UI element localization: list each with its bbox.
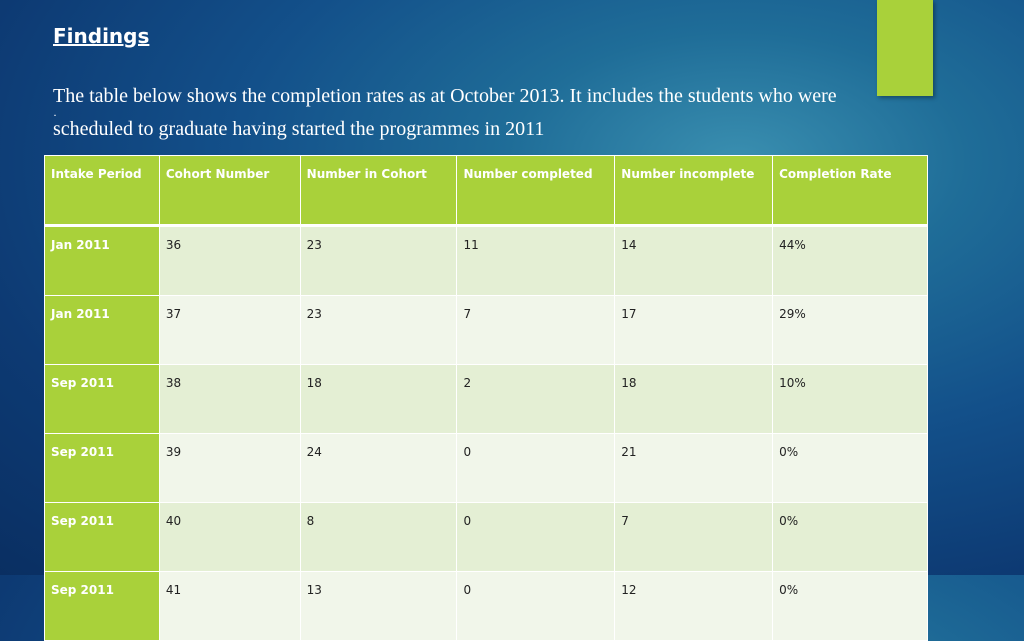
cell-intake-period: Sep 2011 xyxy=(44,433,160,503)
cell-number-in-cohort: 23 xyxy=(299,295,458,365)
cell-intake-period: Sep 2011 xyxy=(44,364,160,434)
cell-cohort-number: 41 xyxy=(158,571,301,641)
cell-number-incomplete: 17 xyxy=(614,295,774,365)
bullet-mark: · xyxy=(53,108,57,122)
table-row: Jan 2011 37 23 7 17 29% xyxy=(44,295,928,365)
header-completion-rate: Completion Rate xyxy=(772,155,928,227)
table-header-row: Intake Period Cohort Number Number in Co… xyxy=(44,155,928,227)
cell-number-incomplete: 21 xyxy=(614,433,774,503)
cell-cohort-number: 37 xyxy=(158,295,301,365)
cell-number-in-cohort: 24 xyxy=(299,433,458,503)
cell-number-completed: 2 xyxy=(456,364,616,434)
cell-completion-rate: 0% xyxy=(772,433,928,503)
slide-title: Findings xyxy=(53,24,150,48)
cell-intake-period: Jan 2011 xyxy=(44,225,160,296)
table-row: Sep 2011 38 18 2 18 10% xyxy=(44,364,928,434)
cell-completion-rate: 10% xyxy=(772,364,928,434)
cell-cohort-number: 39 xyxy=(158,433,301,503)
header-cohort-number: Cohort Number xyxy=(158,155,301,227)
table-row: Sep 2011 39 24 0 21 0% xyxy=(44,433,928,503)
body-text-line-1: The table below shows the completion rat… xyxy=(53,85,837,107)
cell-number-completed: 0 xyxy=(456,433,616,503)
cell-number-in-cohort: 18 xyxy=(299,364,458,434)
accent-bar xyxy=(877,0,933,96)
cell-number-completed: 7 xyxy=(456,295,616,365)
cell-number-incomplete: 7 xyxy=(614,502,774,572)
table-row: Sep 2011 41 13 0 12 0% xyxy=(44,571,928,641)
header-intake-period: Intake Period xyxy=(44,155,160,227)
cell-number-completed: 11 xyxy=(456,225,616,296)
cell-cohort-number: 38 xyxy=(158,364,301,434)
cell-number-completed: 0 xyxy=(456,502,616,572)
header-number-completed: Number completed xyxy=(456,155,616,227)
cell-number-in-cohort: 23 xyxy=(299,225,458,296)
table-row: Sep 2011 40 8 0 7 0% xyxy=(44,502,928,572)
cell-completion-rate: 0% xyxy=(772,502,928,572)
cell-intake-period: Jan 2011 xyxy=(44,295,160,365)
body-text-line-2: scheduled to graduate having started the… xyxy=(53,118,545,140)
cell-cohort-number: 40 xyxy=(158,502,301,572)
cell-number-in-cohort: 8 xyxy=(299,502,458,572)
cell-number-completed: 0 xyxy=(456,571,616,641)
table-row: Jan 2011 36 23 11 14 44% xyxy=(44,225,928,296)
completion-table: Intake Period Cohort Number Number in Co… xyxy=(44,155,928,641)
slide: Findings The table below shows the compl… xyxy=(44,0,933,641)
cell-cohort-number: 36 xyxy=(158,225,301,296)
cell-completion-rate: 29% xyxy=(772,295,928,365)
cell-number-in-cohort: 13 xyxy=(299,571,458,641)
cell-number-incomplete: 14 xyxy=(614,225,774,296)
header-number-in-cohort: Number in Cohort xyxy=(299,155,458,227)
cell-intake-period: Sep 2011 xyxy=(44,571,160,641)
header-number-incomplete: Number incomplete xyxy=(614,155,774,227)
cell-number-incomplete: 12 xyxy=(614,571,774,641)
cell-number-incomplete: 18 xyxy=(614,364,774,434)
cell-completion-rate: 44% xyxy=(772,225,928,296)
cell-completion-rate: 0% xyxy=(772,571,928,641)
cell-intake-period: Sep 2011 xyxy=(44,502,160,572)
